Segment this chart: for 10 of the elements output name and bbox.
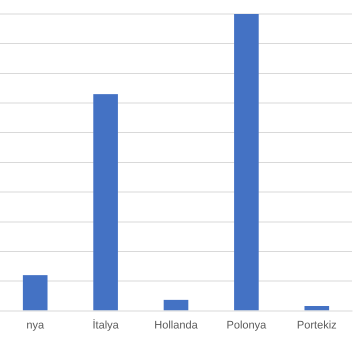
x-tick-label: Polonya — [226, 319, 268, 332]
bar — [22, 275, 48, 310]
bar — [234, 14, 259, 310]
bar — [304, 306, 330, 310]
x-tick-label: nya — [26, 319, 45, 332]
x-tick-label: Hollanda — [154, 319, 199, 332]
x-tick-label: İtalya — [92, 318, 120, 332]
x-tick-label: Portekiz — [296, 319, 337, 332]
bar — [93, 94, 118, 310]
bar — [164, 300, 188, 310]
